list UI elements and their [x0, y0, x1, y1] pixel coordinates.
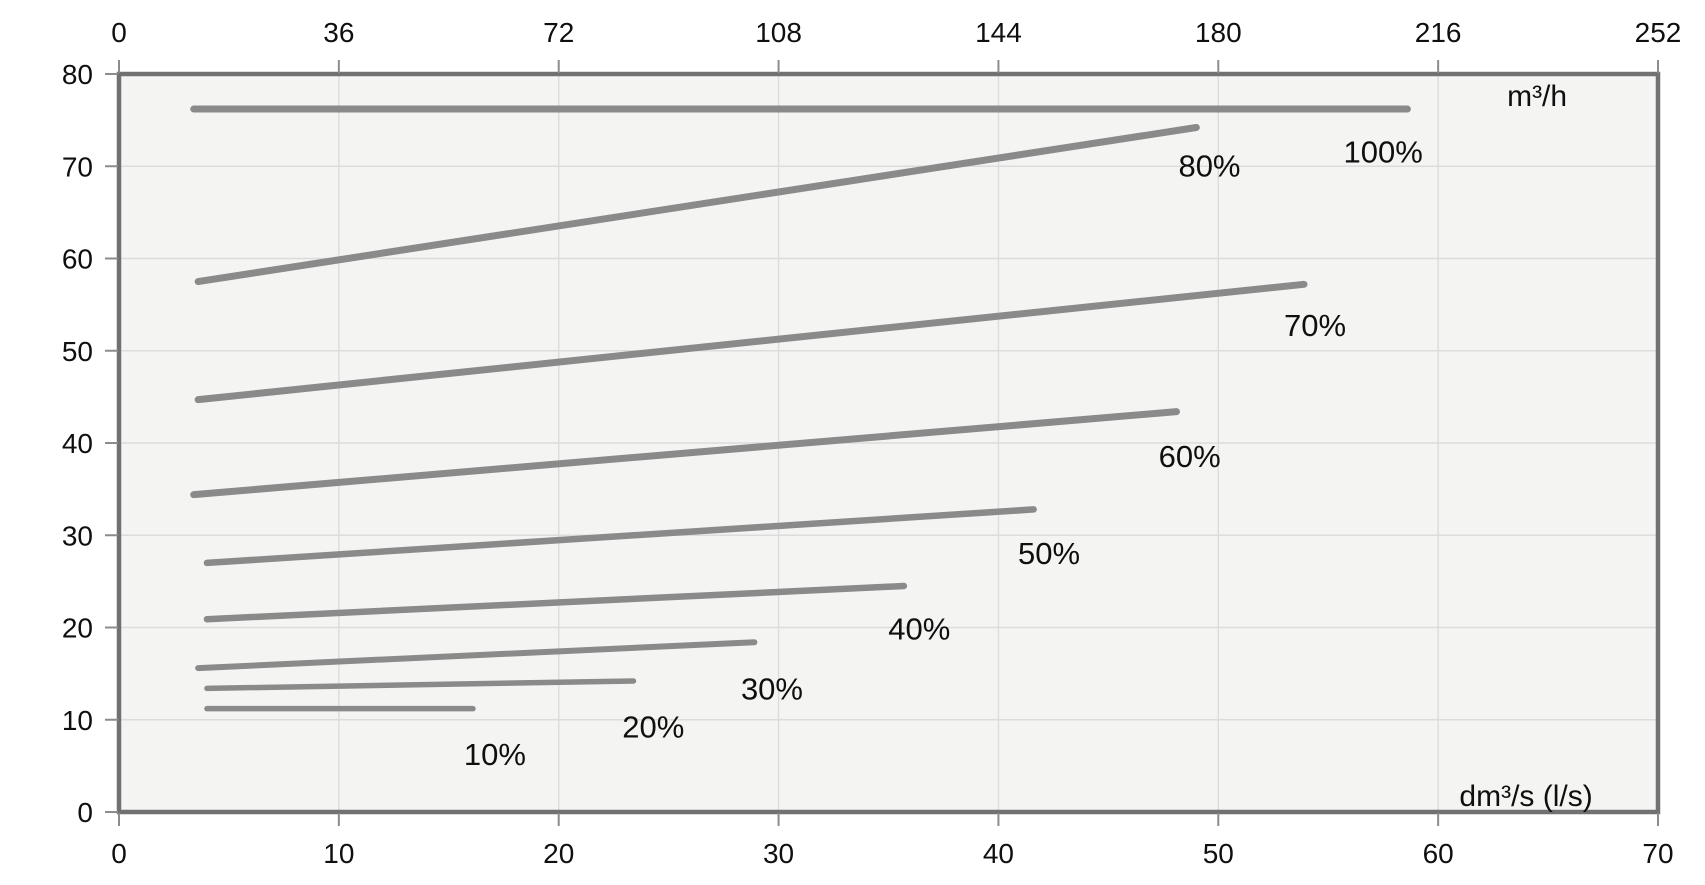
bottom-axis-tick-label: 40	[983, 838, 1014, 869]
curve-40%	[203, 582, 908, 623]
series-label-40%: 40%	[888, 612, 950, 647]
top-axis-tick-label: 144	[975, 17, 1022, 48]
plot-border	[116, 71, 1661, 815]
curve-60%	[190, 408, 1181, 499]
bottom-axis-tick-label: 50	[1203, 838, 1234, 869]
bottom-axis-tick-label: 0	[111, 838, 127, 869]
curve-70%	[194, 280, 1308, 404]
left-axis-tick-label: 60	[62, 244, 93, 275]
curve-20%	[204, 678, 637, 692]
series-label-20%: 20%	[622, 709, 684, 744]
top-axis-tick-label: 180	[1195, 17, 1242, 48]
top-axis-tick-label: 0	[111, 17, 127, 48]
top-axis-tick-label: 216	[1415, 17, 1462, 48]
left-axis-tick-label: 70	[62, 151, 93, 182]
curve-50%	[203, 506, 1037, 567]
left-axis-tick-label: 30	[62, 520, 93, 551]
top-axis-tick-label: 252	[1635, 17, 1682, 48]
curve-80%	[194, 124, 1200, 286]
series-label-80%: 80%	[1178, 148, 1240, 183]
bottom-axis-tick-label: 10	[323, 838, 354, 869]
top-axis-tick-label: 108	[755, 17, 802, 48]
bottom-axis-tick-label: 60	[1423, 838, 1454, 869]
series-label-30%: 30%	[741, 672, 803, 707]
left-axis-tick-label: 0	[77, 797, 93, 828]
top-axis-tick-label: 72	[543, 17, 574, 48]
bottom-axis-unit-label: dm³/s (l/s)	[1459, 780, 1592, 813]
series-label-50%: 50%	[1018, 536, 1080, 571]
left-axis-tick-label: 20	[62, 613, 93, 644]
series-label-60%: 60%	[1159, 439, 1221, 474]
series-label-100%: 100%	[1344, 135, 1423, 170]
series-label-10%: 10%	[464, 737, 526, 772]
top-axis-tick-label: 36	[323, 17, 354, 48]
series-label-70%: 70%	[1284, 308, 1346, 343]
bottom-axis-tick-label: 20	[543, 838, 574, 869]
curve-30%	[195, 639, 758, 672]
bottom-axis-tick-label: 30	[763, 838, 794, 869]
left-axis-tick-label: 10	[62, 705, 93, 736]
bottom-axis-tick-label: 70	[1642, 838, 1673, 869]
left-axis-tick-label: 50	[62, 336, 93, 367]
left-axis-tick-label: 80	[62, 59, 93, 90]
top-axis-unit-label: m³/h	[1507, 80, 1567, 113]
left-axis-tick-label: 40	[62, 428, 93, 459]
